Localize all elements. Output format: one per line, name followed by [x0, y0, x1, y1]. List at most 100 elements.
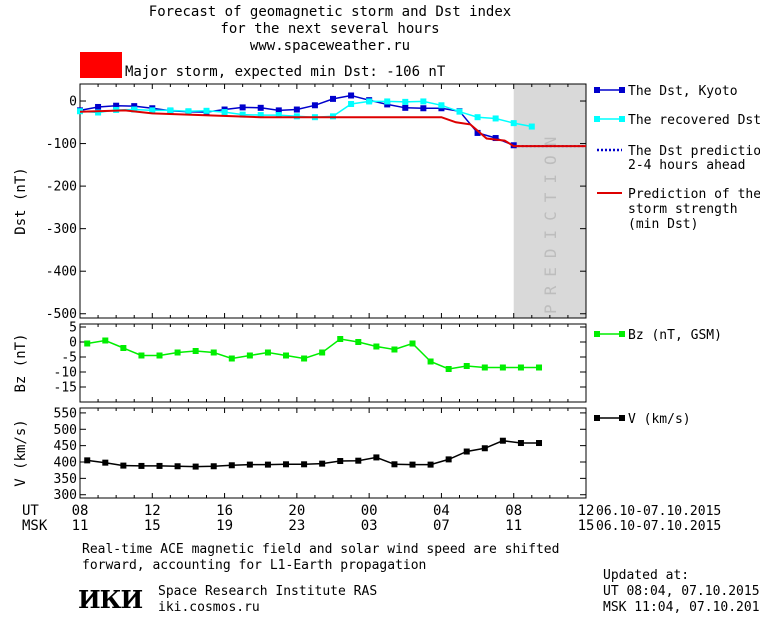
series-line-storm_strength — [79, 109, 586, 148]
msk-tick-label: 19 — [216, 518, 233, 534]
legend-marker-v — [619, 415, 625, 421]
panel-frame — [79, 407, 587, 499]
msk-tick-label: 11 — [72, 518, 89, 534]
y-tick-label: -5 — [61, 351, 77, 366]
data-point-bz — [536, 364, 543, 371]
legend-marker-dst_recovered — [594, 116, 600, 122]
legend-marker-bz — [594, 331, 600, 337]
data-point-v — [210, 463, 217, 470]
x-axis: UTMSK0811121516192023000304070811121506.… — [22, 503, 721, 534]
legend-marker-dst_recovered — [619, 116, 625, 122]
data-point-v — [373, 454, 380, 461]
y-tick-label: 0 — [69, 95, 77, 110]
data-point-dst_kyoto — [275, 107, 282, 114]
data-point-dst_recovered — [366, 98, 373, 105]
legend-bz: Bz (nT, GSM) — [628, 328, 722, 343]
data-point-v — [301, 461, 308, 468]
data-point-v — [192, 463, 199, 470]
data-point-bz — [210, 349, 217, 356]
data-point-v — [228, 462, 235, 469]
data-point-bz — [120, 345, 127, 351]
data-point-bz — [517, 364, 524, 371]
data-point-dst_recovered — [456, 108, 463, 115]
legend-marker-dst_kyoto — [594, 87, 600, 93]
legend-dst-kyoto: The Dst, Kyoto — [628, 84, 738, 99]
y-tick-label: 0 — [69, 336, 77, 351]
msk-tick-label: 15 — [144, 518, 161, 534]
data-point-dst_kyoto — [420, 105, 427, 112]
data-point-dst_kyoto — [492, 135, 499, 142]
y-tick-label: -300 — [46, 222, 77, 237]
data-point-dst_recovered — [167, 107, 174, 114]
data-point-v — [391, 461, 398, 468]
ut-tick-label: 04 — [433, 503, 450, 519]
data-point-v — [445, 456, 452, 463]
updated-msk: MSK 11:04, 07.10.2015 — [603, 600, 760, 615]
msk-date-range: 06.10-07.10.2015 — [596, 519, 721, 534]
title-line-1: Forecast of geomagnetic storm and Dst in… — [148, 4, 512, 20]
msk-tick-label: 23 — [288, 518, 305, 534]
data-point-v — [409, 461, 416, 468]
data-point-dst_recovered — [438, 102, 445, 109]
data-point-bz — [228, 355, 235, 362]
ut-tick-label: 12 — [144, 503, 161, 519]
data-point-v — [246, 461, 253, 468]
data-point-v — [283, 461, 290, 468]
data-point-v — [120, 462, 127, 469]
legend: The Dst, Kyoto The recovered Dst The Dst p… — [594, 84, 760, 427]
data-point-bz — [373, 343, 380, 350]
storm-label: Major storm, expected min Dst: -106 nT — [125, 64, 446, 80]
y-tick-label: -400 — [46, 265, 77, 280]
title-line-3: www.spaceweather.ru — [249, 38, 411, 54]
legend-marker-bz — [619, 331, 625, 337]
data-point-dst_kyoto — [474, 129, 481, 136]
data-point-bz — [337, 336, 344, 342]
data-point-v — [337, 458, 344, 465]
msk-label: MSK — [22, 518, 48, 534]
y-tick-label: 400 — [54, 456, 77, 471]
data-point-dst_kyoto — [402, 104, 409, 111]
data-point-bz — [264, 349, 271, 356]
institute-website[interactable]: iki.cosmos.ru — [158, 600, 260, 615]
y-tick-label: 300 — [54, 488, 77, 503]
prediction-label: PREDICTION — [541, 128, 560, 314]
data-point-v — [355, 457, 362, 464]
ut-tick-label: 20 — [288, 503, 305, 519]
data-point-v — [84, 457, 91, 464]
msk-tick-label: 15 — [578, 518, 595, 534]
y-axis-label: Bz (nT) — [13, 333, 29, 392]
data-point-bz — [246, 352, 253, 359]
ut-tick-label: 00 — [361, 503, 378, 519]
data-point-v — [481, 445, 488, 452]
data-point-dst_recovered — [149, 107, 156, 114]
data-point-bz — [391, 346, 398, 353]
data-point-dst_recovered — [257, 112, 264, 119]
data-point-bz — [427, 358, 434, 365]
data-point-bz — [156, 352, 163, 359]
footer-note-line-1: Real-time ACE magnetic field and solar w… — [82, 542, 560, 557]
legend-dst-prediction-2: 2-4 hours ahead — [628, 158, 745, 173]
data-point-dst_recovered — [221, 109, 228, 116]
data-point-bz — [481, 364, 488, 371]
data-point-dst_recovered — [203, 107, 210, 114]
ut-label: UT — [22, 503, 39, 519]
data-point-v — [463, 448, 470, 455]
data-point-bz — [84, 340, 91, 347]
data-point-v — [138, 462, 145, 469]
data-point-dst_kyoto — [239, 104, 246, 111]
data-point-v — [517, 440, 524, 447]
y-tick-label: 550 — [54, 406, 77, 421]
series-line-bz — [87, 338, 539, 370]
data-point-dst_recovered — [420, 98, 427, 105]
data-point-v — [499, 437, 506, 444]
ut-tick-label: 08 — [72, 503, 89, 519]
bz-panel: 50-5-10-15 Bz (nT) — [13, 321, 587, 403]
data-point-dst_recovered — [348, 100, 355, 107]
data-point-bz — [409, 340, 416, 347]
data-point-bz — [174, 349, 181, 356]
legend-storm-strength-1: Prediction of the — [628, 187, 760, 202]
legend-dst-recovered: The recovered Dst — [628, 113, 760, 128]
ut-tick-label: 08 — [505, 503, 522, 519]
y-tick-label: 5 — [69, 321, 77, 336]
